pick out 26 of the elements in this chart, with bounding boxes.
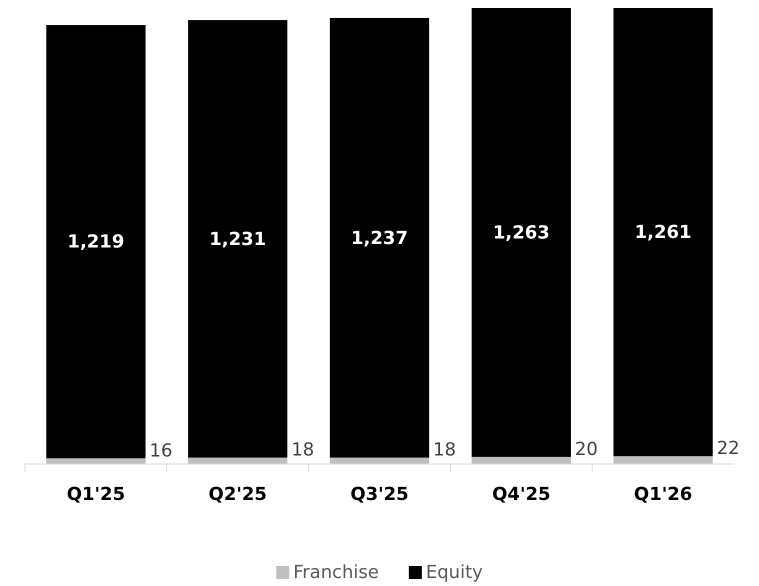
legend-label: Franchise bbox=[293, 562, 379, 583]
x-tick-label: Q1'26 bbox=[634, 484, 692, 506]
data-label: 1,231 bbox=[209, 228, 266, 250]
data-label: 20 bbox=[574, 438, 598, 460]
x-tick-label: Q1'25 bbox=[66, 484, 126, 506]
bar bbox=[330, 18, 430, 458]
data-label: 18 bbox=[291, 440, 314, 461]
x-tick-label: Q3'25 bbox=[350, 484, 409, 506]
data-label: 1,219 bbox=[67, 232, 124, 253]
data-label: 1,237 bbox=[351, 228, 408, 249]
bar bbox=[188, 458, 288, 464]
bar bbox=[613, 456, 713, 464]
data-label: 16 bbox=[150, 440, 172, 462]
data-label: 22 bbox=[716, 438, 740, 460]
legend-label: Equity bbox=[426, 562, 484, 583]
bar bbox=[330, 458, 430, 464]
data-label: 18 bbox=[433, 440, 456, 461]
x-tick-label: Q4'25 bbox=[492, 484, 550, 506]
bar bbox=[613, 8, 713, 456]
bar bbox=[46, 25, 146, 458]
data-label: 1,263 bbox=[492, 222, 550, 244]
bar bbox=[188, 20, 288, 458]
bar bbox=[472, 456, 571, 464]
data-label: 1,261 bbox=[634, 222, 692, 244]
x-tick-label: Q2'25 bbox=[208, 484, 267, 506]
bar bbox=[472, 8, 571, 457]
